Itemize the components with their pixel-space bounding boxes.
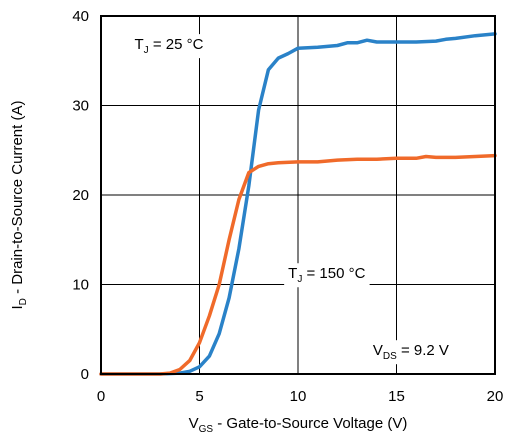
annotation-vds-bg: [368, 340, 453, 365]
y-axis-label-rest: - Drain-to-Source Current (A): [9, 101, 26, 299]
annotation-tj150-sub: J: [297, 274, 302, 285]
x-axis-label-sub: GS: [199, 424, 214, 435]
x-axis-label-rest: - Gate-to-Source Voltage (V): [213, 415, 407, 432]
y-axis-label-sub: D: [18, 298, 29, 305]
y-tick-label-3: 30: [72, 98, 89, 115]
annotation-vds: VDS = 9.2 V: [373, 342, 449, 362]
x-axis-label-main: V: [189, 415, 199, 432]
series-layer: [99, 32, 497, 376]
annotation-tj25-main: T: [134, 36, 143, 53]
y-tick-label-0: 0: [81, 366, 89, 383]
x-tick-label-0: 0: [97, 388, 105, 405]
plot-frame: [100, 15, 496, 375]
annotation-tj25-sub: J: [144, 45, 149, 56]
y-axis-label-main: I: [9, 305, 26, 309]
annotation-tj25: TJ = 25 °C: [134, 36, 203, 56]
tick-labels: 0 5 10 15 20 0 10 20 30 40: [72, 8, 503, 405]
y-tick-label-1: 10: [72, 277, 89, 294]
annotation-tj25-rest: = 25 °C: [149, 36, 204, 53]
y-tick-label-2: 20: [72, 187, 89, 204]
x-axis-label: VGS - Gate-to-Source Voltage (V): [189, 415, 408, 435]
annotation-tj150: TJ = 150 °C: [288, 265, 365, 285]
x-tick-label-4: 20: [487, 388, 504, 405]
y-axis-label: ID - Drain-to-Source Current (A): [9, 101, 29, 310]
grid: [101, 16, 495, 374]
annotation-vds-sub: DS: [383, 351, 397, 362]
annotation-tj150-rest: = 150 °C: [302, 265, 365, 282]
y-tick-label-4: 40: [72, 8, 89, 25]
annotation-vds-main: V: [373, 342, 383, 359]
annotation-tj150-main: T: [288, 265, 297, 282]
x-tick-label-1: 5: [195, 388, 203, 405]
annotation-tj25-bg: [130, 34, 208, 59]
annotation-tj150-bg: [284, 263, 370, 288]
series-line-1: [99, 153, 497, 376]
annotation-vds-rest: = 9.2 V: [397, 342, 449, 359]
series-line-0: [99, 32, 497, 376]
x-tick-label-2: 10: [290, 388, 307, 405]
x-tick-label-3: 15: [388, 388, 405, 405]
